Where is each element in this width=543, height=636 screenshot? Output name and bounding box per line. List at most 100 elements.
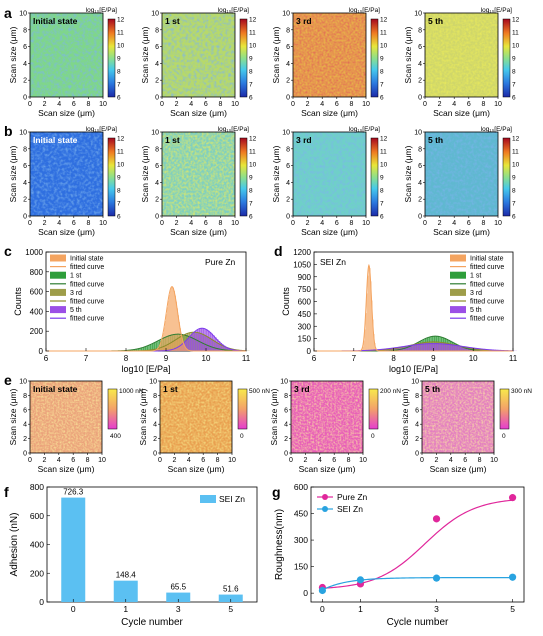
chart-c-bar-3 (204, 328, 206, 351)
map-b-1-cb-tick: 7 (249, 201, 253, 208)
panel-letter-c: c (4, 243, 12, 259)
map-a-1-ytick-label: 8 (155, 27, 159, 34)
map-b-3-ytick-label: 4 (418, 180, 422, 187)
chart-c-fit-0 (46, 286, 246, 352)
map-b-3: 5 th 00 2 2 4 4 6 6 8 8 10 10 Scan size (μm) Scan siz… (403, 126, 520, 237)
chart-c-bar-3 (191, 334, 194, 351)
chart-c-bar-0 (180, 328, 181, 351)
map-b-3-texture (425, 132, 498, 216)
chart-c-bar-1 (150, 344, 152, 351)
chart-c-ytick-label: 800 (30, 268, 44, 277)
map-e-2-colorbar (368, 388, 379, 430)
map-b-2-xlabel: Scan size (μm) (301, 227, 358, 237)
map-b-1-texture (162, 132, 235, 216)
chart-d-bar-3 (443, 343, 446, 351)
chart-d-annotation: SEI Zn (320, 257, 346, 267)
chart-f-xlabel: Cycle number (121, 617, 183, 628)
map-a-0-colorbar (107, 18, 116, 98)
chart-c-bar-1 (135, 349, 138, 351)
map-b-3-frame (424, 131, 499, 217)
map-a-3-label: 5 th (428, 16, 443, 26)
map-b-2-cb-tick: 12 (380, 136, 388, 143)
map-b-0-ytick-label: 2 (23, 197, 27, 204)
chart-c-bar-3 (211, 333, 214, 351)
map-e-1-cb-min: 0 (240, 433, 244, 440)
map-b-0-ylabel: Scan size (μm) (8, 145, 18, 202)
map-a-0-frame (29, 12, 104, 98)
map-a-0-xtick-label: 0 (28, 101, 32, 108)
chart-c-bar-3 (229, 348, 232, 351)
map-b-2-cb-tick: 9 (380, 175, 384, 182)
map-e-1-xtick-label: 0 (158, 457, 162, 464)
chart-c-bar-3 (198, 328, 201, 351)
chart-c-legend-label: fitted curve (70, 299, 104, 306)
map-a-1-ylabel: Scan size (μm) (140, 26, 150, 83)
chart-c-bar-0 (176, 301, 177, 351)
map-b-2-ytick-label: 0 (286, 214, 290, 221)
chart-g-legend-label: Pure Zn (337, 492, 368, 502)
chart-d-bar-3 (393, 347, 395, 351)
map-b-0-cb-title: log₁₀[E/Pa] (86, 126, 117, 133)
map-b-1-cb-tick: 12 (249, 136, 257, 143)
panel-letter-d: d (274, 243, 283, 259)
chart-f-bar (113, 580, 138, 602)
chart-c-bar-1 (141, 347, 143, 351)
chart-d-legend-label: 3 rd (470, 290, 482, 297)
map-e-3-cb-max: 300 nN (511, 388, 532, 395)
chart-c-bar-0 (171, 287, 172, 351)
chart-c-bar-3 (202, 328, 205, 351)
chart-c-ytick-label: 1000 (25, 248, 43, 257)
chart-d-bar-3 (459, 345, 462, 351)
map-a-0-texture (30, 13, 103, 97)
map-a-2-label: 3 rd (296, 16, 312, 26)
map-a-2-cb-tick: 6 (380, 95, 384, 102)
chart-g-ylabel: Roughness(nm) (274, 509, 285, 580)
map-e-3-frame (421, 380, 495, 454)
map-b-1-ytick-label: 10 (151, 130, 159, 137)
chart-d-bar-3 (473, 348, 476, 351)
map-a-2: 3 rd 00 2 2 4 4 6 6 8 8 10 10 Scan size (μm) Scan siz… (271, 7, 388, 118)
chart-g: 0 1 3 5 0 150 300 450 600 Cycle number Roughness(n… (274, 482, 525, 628)
map-e-1-cb-max: 500 nN (249, 388, 270, 395)
chart-c-bar-0 (174, 290, 175, 351)
chart-c-bar-0 (185, 346, 186, 351)
map-a-2-xtick-label: 6 (335, 101, 339, 108)
chart-c-bar-3 (177, 347, 179, 351)
map-e-3-label: 5 th (425, 384, 440, 394)
map-b-2-label: 3 rd (296, 135, 312, 145)
chart-d-legend-swatch (450, 306, 466, 314)
map-b-0-xtick-label: 0 (28, 220, 32, 227)
chart-d-legend-label: fitted curve (470, 316, 504, 323)
chart-d-bar-3 (418, 344, 421, 351)
chart-d-legend-label: fitted curve (470, 281, 504, 288)
map-a-1: 1 st 00 2 2 4 4 6 6 8 8 10 10 Scan size (μm) Scan siz… (140, 7, 257, 118)
chart-d-bar-0 (362, 346, 364, 351)
chart-c-xtick-label: 9 (164, 354, 169, 363)
chart-c-bar-1 (139, 348, 141, 351)
chart-c-bar-0 (170, 290, 171, 351)
map-e-2-ytick-label: 4 (284, 422, 288, 429)
chart-c-legend-label: fitted curve (70, 316, 104, 323)
chart-f-legend-label: SEI Zn (219, 494, 245, 504)
chart-f-value-label: 65.5 (170, 583, 186, 592)
map-a-2-colorbar (370, 18, 379, 98)
chart-c-bar-0 (177, 308, 178, 351)
map-e-1-xtick-label: 4 (187, 457, 191, 464)
map-a-1-ytick-label: 0 (155, 95, 159, 102)
chart-d-ytick-label: 450 (298, 310, 312, 319)
map-e-2-ytick-label: 0 (284, 451, 288, 458)
map-a-0-xtick-label: 6 (72, 101, 76, 108)
map-b-1-ytick-label: 2 (155, 197, 159, 204)
map-b-0-ytick-label: 6 (23, 163, 27, 170)
map-e-2-cb-min: 0 (371, 433, 375, 440)
map-e-0-label: Initial state (33, 384, 78, 394)
map-a-2-ytick-label: 10 (282, 11, 290, 18)
map-a-0-xlabel: Scan size (μm) (38, 108, 95, 118)
chart-g-legend-label: SEI Zn (337, 504, 363, 514)
chart-d-bar-0 (363, 340, 365, 351)
chart-f-xtick-label: 1 (123, 604, 128, 614)
map-e-2-ytick-label: 2 (284, 436, 288, 443)
map-a-0-cb-tick: 6 (117, 95, 121, 102)
panel-letter-e: e (4, 372, 12, 388)
map-e-3-ytick-label: 8 (415, 393, 419, 400)
